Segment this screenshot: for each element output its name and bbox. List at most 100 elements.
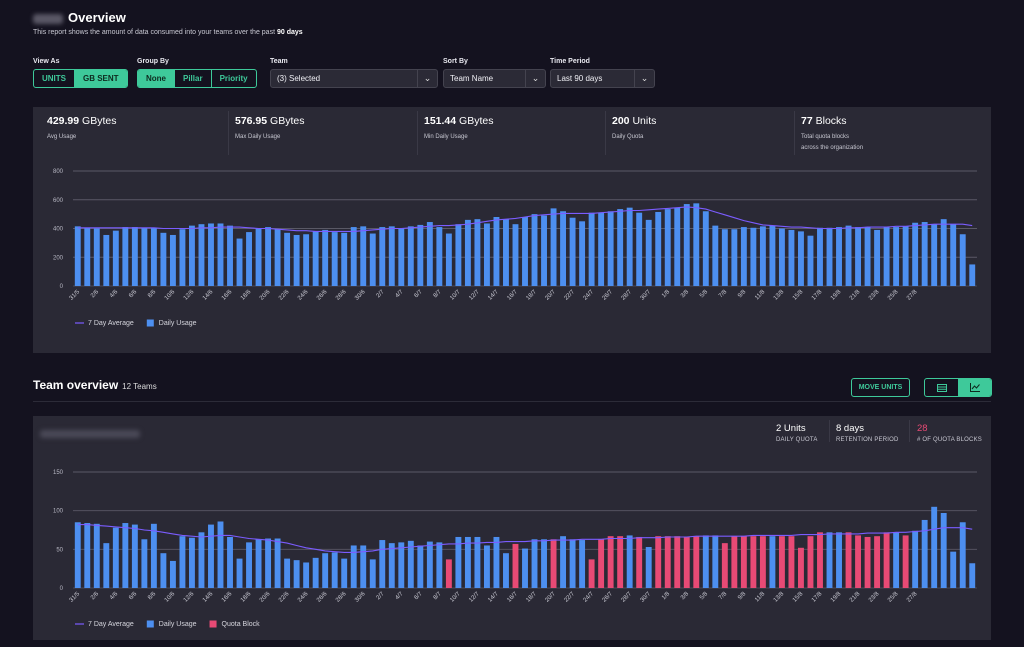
x-tick-label: 19/8: [830, 591, 843, 604]
daily-usage-bar: [798, 231, 804, 286]
daily-usage-bar: [122, 523, 129, 588]
daily-usage-bar: [112, 527, 119, 588]
x-tick-label: 13/8: [773, 289, 786, 302]
daily-usage-bar: [626, 535, 633, 588]
daily-usage-bar: [150, 227, 157, 286]
quota-block-bar: [759, 536, 766, 588]
daily-usage-bar: [731, 229, 738, 286]
daily-usage-bar: [179, 536, 186, 588]
x-tick-label: 31/5: [69, 289, 82, 302]
sort-by-select[interactable]: Team Name ⌄: [443, 69, 546, 88]
view-as-gb-sent[interactable]: GB SENT: [75, 70, 127, 87]
group-by-priority[interactable]: Priority: [219, 74, 248, 83]
daily-usage-bar: [303, 234, 310, 286]
view-as-toggle[interactable]: UNITS GB SENT: [33, 69, 128, 88]
team-select[interactable]: (3) Selected ⌄: [270, 69, 438, 88]
x-tick-label: 19/8: [830, 289, 843, 302]
daily-usage-bar: [112, 230, 119, 286]
time-period-value: Last 90 days: [557, 74, 603, 83]
daily-usage-bar: [750, 227, 757, 286]
daily-usage-bar: [160, 232, 167, 286]
x-tick-label: 10/7: [449, 591, 462, 604]
daily-usage-bar: [693, 203, 700, 286]
daily-usage-bar: [550, 208, 557, 286]
group-by-toggle[interactable]: None Pillar Priority: [137, 69, 257, 88]
daily-usage-bar: [350, 227, 357, 286]
x-tick-label: 4/6: [109, 289, 120, 300]
group-by-none[interactable]: None: [138, 70, 175, 87]
quota-block-bar: [664, 536, 671, 588]
x-tick-label: 26/7: [602, 591, 615, 604]
legend-label: 7 Day Average: [88, 320, 134, 327]
view-toggle[interactable]: [924, 378, 992, 397]
x-tick-label: 16/7: [506, 289, 519, 302]
daily-usage-bar: [93, 523, 100, 588]
quota-block-bar: [636, 536, 643, 588]
x-tick-label: 6/7: [414, 289, 425, 300]
quota-block-bar: [693, 536, 700, 588]
x-tick-label: 5/8: [699, 591, 710, 602]
x-tick-label: 28/7: [621, 591, 634, 604]
chart-view-icon[interactable]: [958, 379, 991, 396]
x-tick-label: 8/7: [433, 591, 444, 602]
daily-usage-bar: [959, 234, 966, 286]
daily-usage-bar: [788, 229, 795, 286]
daily-usage-bar: [208, 223, 214, 286]
x-tick-label: 26/6: [316, 591, 329, 604]
move-units-button[interactable]: MOVE UNITS: [851, 378, 910, 397]
daily-usage-bar: [769, 536, 776, 588]
time-period-select[interactable]: Last 90 days ⌄: [550, 69, 655, 88]
daily-usage-bar: [503, 553, 509, 588]
quota-block-bar: [445, 559, 452, 588]
quota-block-bar: [607, 536, 614, 588]
stat-max-daily-usage: 576.95 GBytes Max Daily Usage: [235, 115, 305, 140]
x-tick-label: 4/7: [395, 289, 406, 300]
sort-by-label: Sort By: [443, 58, 468, 65]
quota-block-bar: [750, 536, 757, 588]
daily-usage-bar: [398, 542, 405, 588]
daily-usage-bar: [940, 512, 947, 588]
daily-usage-bar: [122, 227, 129, 286]
daily-usage-bar: [141, 539, 148, 588]
daily-usage-bar: [921, 519, 928, 588]
x-tick-label: 8/7: [433, 289, 444, 300]
view-as-units[interactable]: UNITS: [34, 70, 75, 87]
daily-usage-bar: [341, 558, 348, 588]
x-tick-label: 4/7: [395, 591, 406, 602]
daily-usage-bar: [341, 232, 348, 286]
team-overview-title: Team overview 12 Teams: [33, 378, 157, 392]
x-tick-label: 2/7: [376, 591, 387, 602]
x-tick-label: 8/6: [147, 289, 158, 300]
x-tick-label: 22/6: [278, 289, 291, 302]
usage-chart: 0 200 400 600 800 31/5 2/6 4/6 6/6 8/6 10/6 12/6 14/…: [53, 169, 977, 327]
daily-usage-bar: [522, 217, 528, 286]
daily-usage-bar: [817, 227, 823, 286]
daily-usage-bar: [464, 219, 471, 286]
daily-usage-bar: [103, 234, 110, 286]
table-view-icon[interactable]: [925, 379, 958, 396]
daily-usage-bar: [246, 542, 252, 588]
stat-daily-quota: 200 Units Daily Quota: [612, 115, 657, 140]
x-tick-label: 26/6: [316, 289, 329, 302]
x-tick-label: 22/6: [278, 591, 291, 604]
x-tick-label: 11/8: [754, 591, 767, 604]
x-tick-label: 12/6: [183, 591, 196, 604]
daily-usage-bar: [150, 523, 157, 588]
x-tick-label: 18/6: [240, 289, 253, 302]
x-tick-label: 2/7: [376, 289, 387, 300]
daily-usage-bar: [531, 539, 538, 588]
x-tick-label: 27/8: [906, 289, 919, 302]
daily-usage-bar: [322, 553, 329, 588]
x-tick-label: 16/7: [506, 591, 519, 604]
daily-usage-bar: [807, 235, 814, 286]
group-by-pillar[interactable]: Pillar: [175, 70, 212, 87]
x-tick-label: 14/7: [487, 289, 500, 302]
x-tick-label: 28/6: [335, 591, 348, 604]
daily-usage-bar: [274, 229, 281, 286]
view-as-label: View As: [33, 58, 60, 65]
daily-usage-bar: [826, 532, 833, 588]
x-tick-label: 21/8: [849, 591, 862, 604]
daily-usage-bar: [322, 229, 329, 286]
usage-overview-panel: 429.99 GBytes Avg Usage 576.95 GBytes Max …: [33, 107, 991, 353]
x-tick-label: 31/5: [69, 591, 82, 604]
